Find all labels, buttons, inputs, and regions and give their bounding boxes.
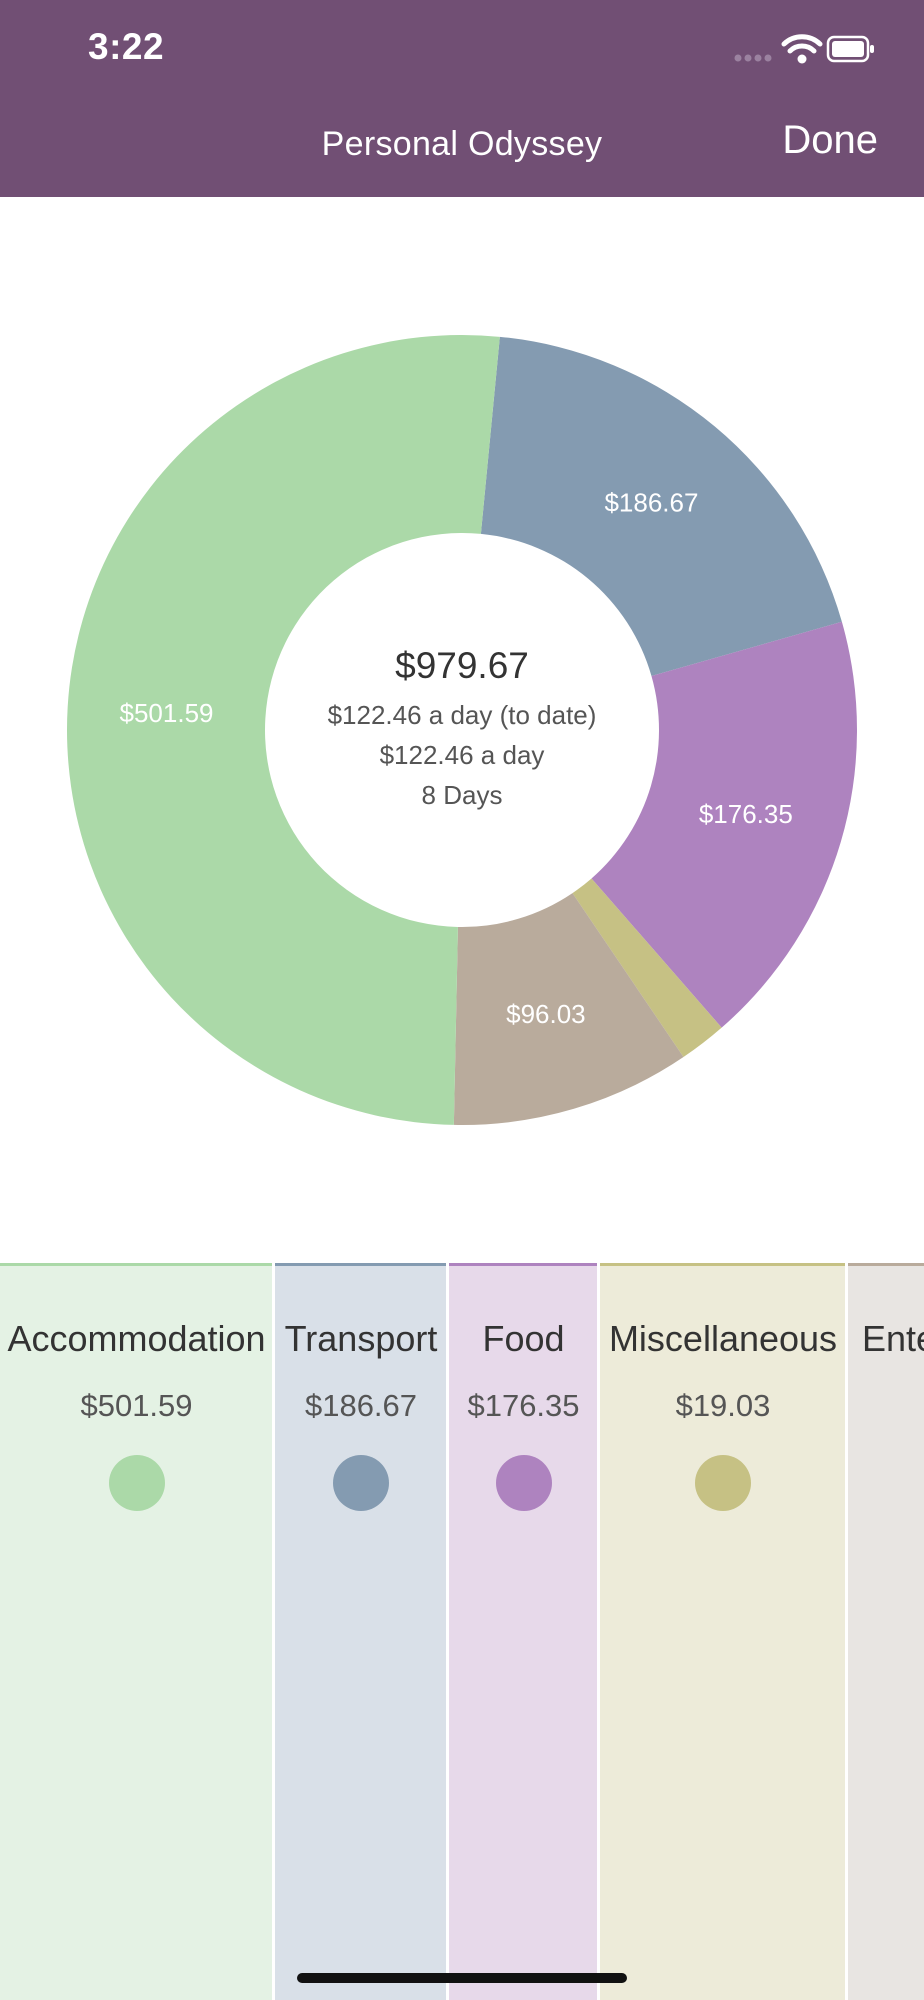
category-color-dot (495, 1455, 552, 1511)
category-color-dot (695, 1455, 751, 1511)
home-indicator (297, 1973, 627, 1983)
slice-transport[interactable] (480, 336, 842, 677)
category-column-ente[interactable]: Ente$ (848, 1263, 924, 2000)
category-amount: $186.67 (304, 1388, 418, 1423)
column-divider (272, 1263, 275, 2000)
header: 3:22 Personal Odyssey Done (0, 0, 924, 197)
status-time: 3:22 (88, 26, 165, 67)
slice-label-transport: $186.67 (604, 488, 698, 518)
done-button[interactable]: Done (782, 118, 878, 162)
category-name: Accommodation (7, 1318, 266, 1359)
category-name: Transport (284, 1318, 438, 1359)
column-divider (845, 1263, 848, 2000)
signal-dots-icon (734, 54, 772, 62)
category-color-dot (333, 1455, 389, 1511)
category-column-miscellaneous[interactable]: Miscellaneous $19.03 (600, 1263, 846, 2000)
column-divider (597, 1263, 600, 2000)
slice-label-accommodation: $501.59 (120, 698, 214, 728)
battery-icon (826, 35, 874, 63)
category-amount: $176.35 (467, 1388, 580, 1423)
category-strip[interactable]: Accommodation $501.59 Transport $186.67 Food… (0, 1263, 924, 2000)
category-amount: $19.03 (675, 1388, 771, 1423)
category-column-transport[interactable]: Transport $186.67 (275, 1263, 447, 2000)
category-name: Food (482, 1318, 565, 1359)
slice-accommodation[interactable] (67, 335, 500, 1125)
category-amount: $501.59 (80, 1388, 193, 1423)
slice-label-food: $176.35 (699, 799, 793, 829)
wifi-icon (781, 34, 823, 64)
slice-food[interactable] (591, 621, 857, 1028)
category-color-dot (108, 1455, 165, 1511)
category-name: Ente (862, 1318, 924, 1359)
center-per-day: $122.46 a day (379, 740, 545, 770)
center-total: $979.67 (395, 645, 529, 686)
donut-svg: $186.67 $176.35 $96.03 $501.59 (67, 335, 857, 1125)
slice-entertainment[interactable] (453, 893, 684, 1125)
category-name: Miscellaneous (608, 1318, 838, 1359)
category-column-food[interactable]: Food $176.35 (449, 1263, 598, 2000)
nav-title: Personal Odyssey (321, 125, 603, 163)
center-per-day-to-date: $122.46 a day (to date) (327, 700, 597, 730)
column-divider (446, 1263, 449, 2000)
center-days: 8 Days (421, 780, 503, 810)
slice-label-entertainment: $96.03 (506, 999, 586, 1029)
status-icons (734, 34, 874, 64)
slice-miscellaneous[interactable] (572, 878, 722, 1058)
expense-donut-chart: $186.67 $176.35 $96.03 $501.59 $979.67 $122… (0, 197, 924, 1257)
category-column-accommodation[interactable]: Accommodation $501.59 (0, 1263, 273, 2000)
